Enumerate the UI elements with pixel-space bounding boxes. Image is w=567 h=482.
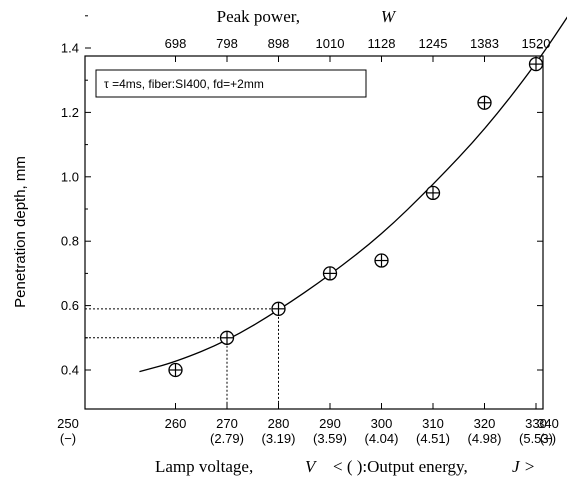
fit-curve: [139, 16, 567, 373]
x-axis-note: < ( ):Output energy,: [333, 457, 468, 476]
x-tick-label: 290: [319, 416, 341, 431]
annotation-text: τ =4ms, fiber:SI400, fd=+2mm: [104, 77, 264, 91]
x-tick-label: 260: [165, 416, 187, 431]
x-axis-label: Lamp voltage,: [155, 457, 253, 476]
x-tick-label: 330: [525, 416, 547, 431]
y-tick-label: 1.4: [61, 41, 79, 56]
top-tick-label: 1128: [368, 36, 396, 51]
x-tick-label: 300: [371, 416, 393, 431]
y-tick-label: 0.6: [61, 298, 79, 313]
data-point: [477, 95, 492, 110]
x-tick-sublabel: (−): [60, 431, 76, 446]
x-tick-label: 340: [537, 416, 559, 431]
x-axis-note-unit: J >: [512, 457, 535, 476]
top-tick-label: 698: [165, 36, 187, 51]
x-tick-sublabel: (−): [540, 431, 556, 446]
x-tick-label: 270: [216, 416, 238, 431]
data-point: [219, 330, 235, 345]
top-tick-label: 1383: [470, 36, 499, 51]
data-point: [374, 253, 389, 268]
top-axis-title: Peak power,: [217, 7, 300, 26]
data-point: [322, 266, 338, 281]
top-tick-label: 798: [216, 36, 238, 51]
top-tick-label: 1010: [316, 36, 345, 51]
data-point: [271, 301, 286, 316]
x-axis-unit: V: [305, 457, 318, 476]
x-tick-sublabel: (4.98): [468, 431, 502, 446]
x-tick-label: 310: [422, 416, 444, 431]
data-point: [168, 362, 183, 378]
x-tick-sublabel: (3.59): [313, 431, 347, 446]
top-tick-label: 1520: [522, 36, 551, 51]
y-tick-label: 0.8: [61, 234, 79, 249]
x-tick-label: 280: [268, 416, 290, 431]
x-tick-label: 320: [474, 416, 496, 431]
data-point: [528, 56, 544, 72]
top-tick-label: 898: [268, 36, 290, 51]
x-tick-label: 250: [57, 416, 79, 431]
x-tick-sublabel: (5.53): [519, 431, 553, 446]
x-tick-sublabel: (2.79): [210, 431, 244, 446]
y-tick-label: 1.0: [61, 169, 79, 184]
x-tick-sublabel: (4.51): [416, 431, 450, 446]
y-tick-label: 0.4: [61, 363, 79, 378]
annotation-box: [95, 69, 367, 98]
top-tick-label: 1245: [419, 36, 448, 51]
y-axis-label: Penetration depth, mm: [12, 156, 29, 308]
y-tick-label: 1.2: [61, 105, 79, 120]
plot-frame: [84, 55, 544, 410]
x-tick-sublabel: (4.04): [365, 431, 399, 446]
data-point: [425, 185, 441, 201]
x-tick-sublabel: (3.19): [262, 431, 296, 446]
top-axis-unit: W: [381, 7, 397, 26]
